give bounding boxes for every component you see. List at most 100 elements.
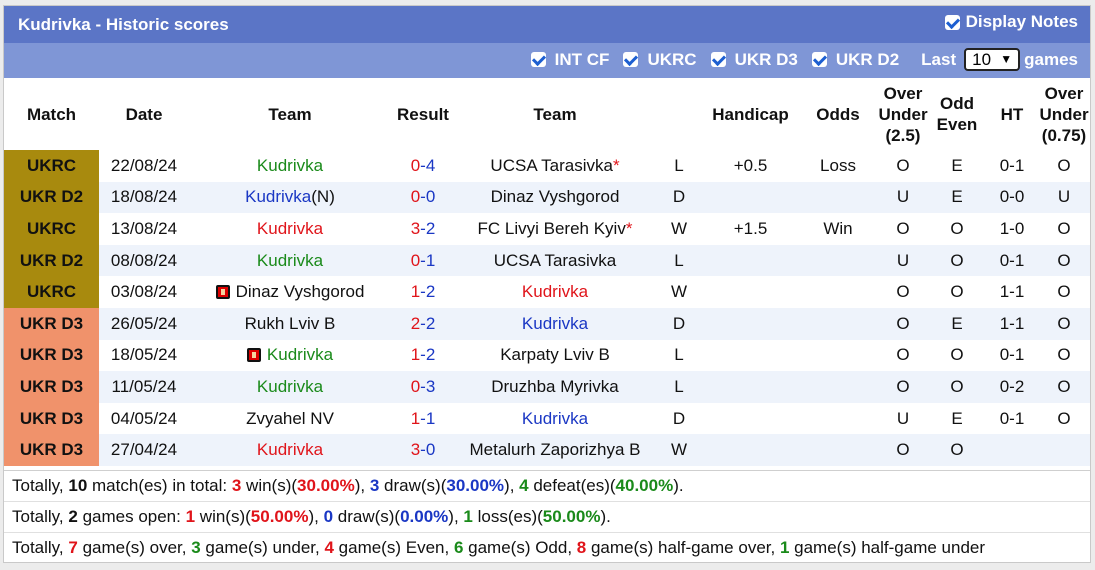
home-score: 1 [410, 282, 421, 302]
filter-ukr-d3-checkbox[interactable] [710, 52, 726, 67]
filter-ukr-d2-checkbox[interactable] [811, 52, 827, 67]
summary-text: games open: [77, 507, 186, 526]
away-team-name[interactable]: FC Livyi Bereh Kyiv [477, 218, 626, 238]
summary-text: match(es) in total: [87, 476, 232, 495]
away-team-name[interactable]: Druzhba Myrivka [491, 376, 619, 396]
odds-result-cell [798, 403, 878, 435]
competition-cell[interactable]: UKR D3 [4, 402, 99, 435]
score-cell[interactable]: 0-0 [391, 181, 455, 214]
home-team-cell[interactable]: Zvyahel NV [189, 403, 391, 435]
score-cell[interactable]: 0-1 [391, 244, 455, 277]
away-team-cell[interactable]: Kudrivka [455, 307, 655, 340]
table-row: UKRC 03/08/24 Dinaz Vyshgorod 1-2 Kudrivka W O… [4, 276, 1090, 308]
competition-cell[interactable]: UKR D3 [4, 339, 99, 372]
half-time-cell: 0-0 [986, 181, 1038, 214]
last-games-select[interactable]: 10 ▼ [964, 48, 1021, 71]
summary-text: game(s) Odd, [463, 538, 577, 557]
home-team-cell[interactable]: Kudrivka [189, 371, 391, 403]
display-notes-checkbox[interactable] [944, 14, 960, 30]
home-team-name[interactable]: Rukh Lviv B [244, 313, 336, 333]
away-team-name[interactable]: Kudrivka [521, 282, 589, 302]
home-team-cell[interactable]: Kudrivka [189, 150, 391, 182]
competition-cell[interactable]: UKR D3 [4, 371, 99, 403]
display-notes-toggle[interactable]: Display Notes [944, 12, 1078, 32]
home-score: 3 [410, 440, 421, 460]
home-team-cell[interactable]: Rukh Lviv B [189, 307, 391, 340]
score-cell[interactable]: 3-2 [391, 213, 455, 245]
competition-cell[interactable]: UKR D2 [4, 181, 99, 214]
away-team-cell[interactable]: UCSA Tarasivka* [455, 150, 655, 182]
filter-ukr-d2[interactable]: UKR D2 [811, 50, 899, 70]
table-row: UKR D2 18/08/24 Kudrivka(N) 0-0 Dinaz Vyshgo… [4, 181, 1090, 214]
competition-cell[interactable]: UKRC [4, 213, 99, 245]
filter-int-cf-checkbox[interactable] [530, 52, 546, 67]
score-cell[interactable]: 1-2 [391, 276, 455, 308]
away-team-cell[interactable]: Metalurh Zaporizhya B [455, 434, 655, 466]
competition-cell[interactable]: UKR D2 [4, 244, 99, 277]
competition-cell[interactable]: UKR D3 [4, 307, 99, 340]
away-team-name[interactable]: UCSA Tarasivka [490, 155, 613, 175]
away-team-cell[interactable]: Kudrivka [455, 276, 655, 308]
home-team-cell[interactable]: Kudrivka [189, 213, 391, 245]
filter-int-cf[interactable]: INT CF [530, 50, 609, 70]
away-team-cell[interactable]: Kudrivka [455, 403, 655, 435]
summary-text: 3 [191, 538, 201, 557]
score-cell[interactable]: 1-1 [391, 403, 455, 435]
home-team-name[interactable]: Kudrivka [245, 187, 312, 207]
away-team-name[interactable]: Metalurh Zaporizhya B [469, 440, 641, 460]
away-score: 1 [425, 250, 436, 270]
competition-cell[interactable]: UKRC [4, 276, 99, 308]
away-score: 0 [425, 440, 436, 460]
home-team-name[interactable]: Kudrivka [266, 345, 334, 365]
odds-result-cell [798, 244, 878, 277]
competition-cell[interactable]: UKRC [4, 150, 99, 182]
home-team-cell[interactable]: Kudrivka [189, 340, 391, 372]
away-team-cell[interactable]: Druzhba Myrivka [455, 371, 655, 403]
score-cell[interactable]: 3-0 [391, 434, 455, 466]
home-team-name[interactable]: Kudrivka [256, 376, 324, 396]
away-team-name[interactable]: Karpaty Lviv B [500, 345, 610, 365]
away-team-name[interactable]: Kudrivka [521, 313, 589, 333]
score-dash: - [420, 282, 426, 302]
odd-even-cell: O [950, 282, 964, 302]
home-team-name[interactable]: Zvyahel NV [246, 408, 334, 428]
home-team-name[interactable]: Kudrivka [256, 155, 324, 175]
score-cell[interactable]: 0-4 [391, 150, 455, 182]
home-team-cell[interactable]: Kudrivka(N) [189, 181, 391, 214]
summary-text: ), [354, 476, 370, 495]
away-team-name[interactable]: UCSA Tarasivka [493, 250, 617, 270]
score-cell[interactable]: 1-2 [391, 340, 455, 372]
summary-text: defeat(es)( [528, 476, 616, 495]
away-team-name[interactable]: Kudrivka [521, 408, 589, 428]
home-team-cell[interactable]: Dinaz Vyshgorod [189, 276, 391, 308]
odds-result-cell [798, 340, 878, 372]
home-team-name[interactable]: Kudrivka [256, 218, 324, 238]
away-team-cell[interactable]: FC Livyi Bereh Kyiv* [455, 213, 655, 245]
competition-cell[interactable]: UKR D3 [4, 434, 99, 466]
win-loss-cell: W [655, 434, 703, 466]
filter-ukrc-checkbox[interactable] [623, 52, 639, 67]
odd-even-cell: E [928, 181, 986, 214]
odds-result-cell [798, 307, 878, 340]
home-team-name[interactable]: Kudrivka [256, 440, 324, 460]
table-header-row: Match Date Team Result Team Handicap Odd… [4, 78, 1090, 150]
home-score: 1 [410, 408, 421, 428]
half-time-cell: 1-0 [999, 218, 1025, 238]
away-score: 2 [425, 218, 436, 238]
filter-ukrc[interactable]: UKRC [623, 50, 697, 70]
date-cell: 27/04/24 [99, 434, 189, 466]
home-team-cell[interactable]: Kudrivka [189, 244, 391, 277]
summary-row: Totally, 7 game(s) over, 3 game(s) under… [4, 532, 1090, 563]
win-loss-cell: D [655, 307, 703, 340]
away-team-name[interactable]: Dinaz Vyshgorod [490, 187, 620, 207]
home-team-name[interactable]: Kudrivka [256, 250, 324, 270]
filter-ukr-d3[interactable]: UKR D3 [710, 50, 798, 70]
score-cell[interactable]: 2-2 [391, 307, 455, 340]
score-cell[interactable]: 0-3 [391, 371, 455, 403]
home-team-name[interactable]: Dinaz Vyshgorod [235, 282, 365, 302]
summary-text: 6 [453, 538, 464, 557]
away-team-cell[interactable]: Karpaty Lviv B [455, 340, 655, 372]
away-team-cell[interactable]: Dinaz Vyshgorod [455, 181, 655, 214]
home-team-cell[interactable]: Kudrivka [189, 434, 391, 466]
away-team-cell[interactable]: UCSA Tarasivka [455, 244, 655, 277]
